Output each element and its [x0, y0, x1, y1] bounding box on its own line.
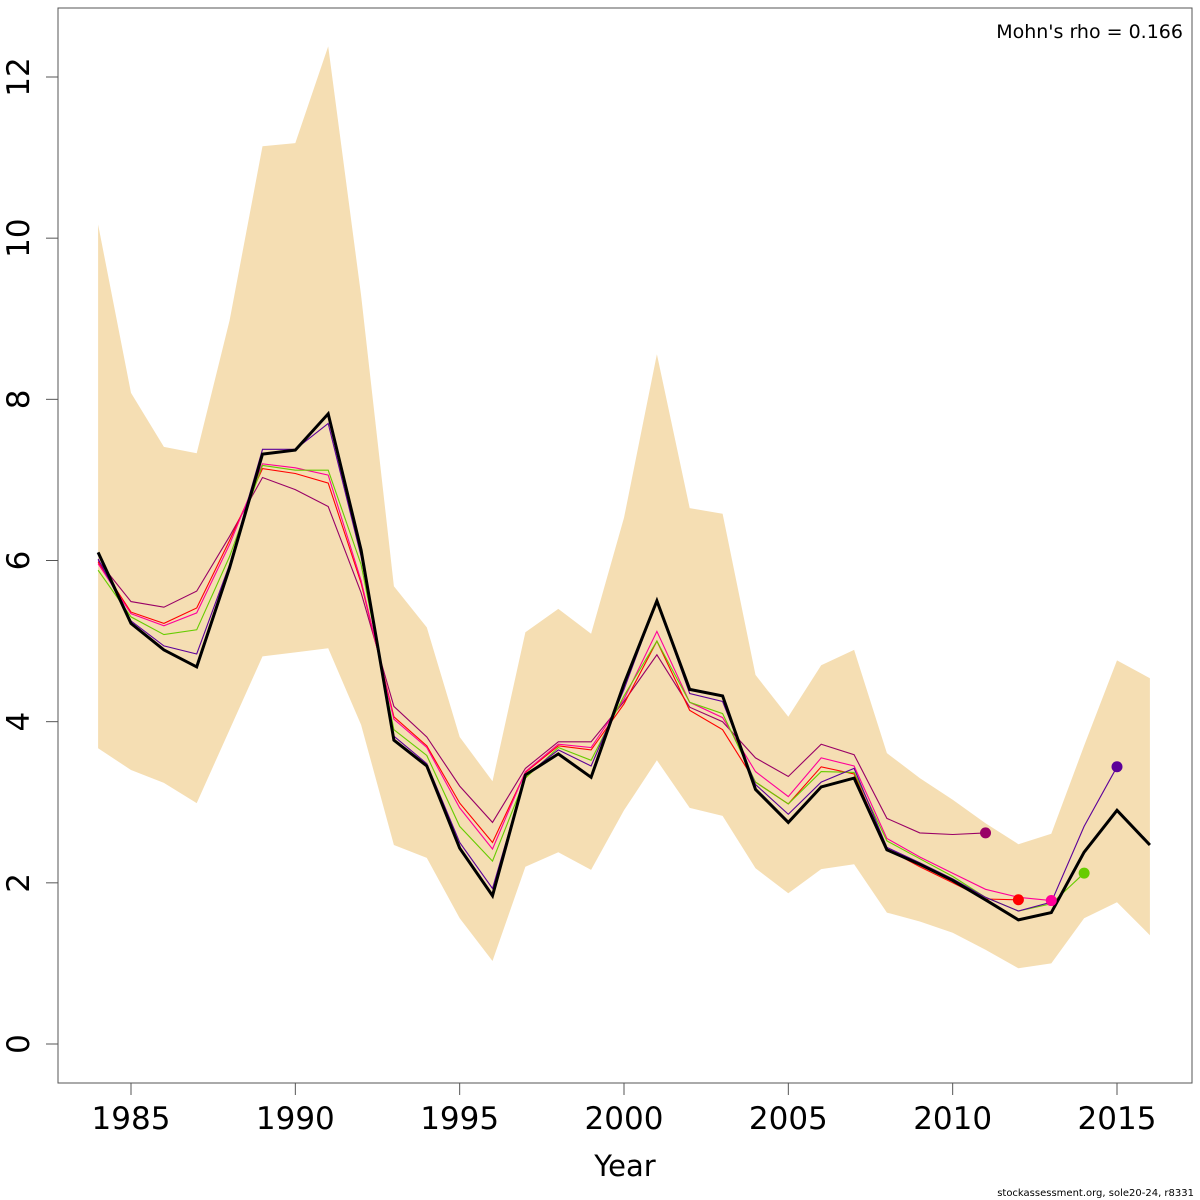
end-point-peel-2012 [1012, 894, 1024, 906]
y-tick-label: 8 [1, 389, 37, 409]
x-tick-label: 2000 [585, 1101, 664, 1137]
end-point-peel-2011 [980, 827, 992, 839]
series-line-full [96, 410, 1151, 922]
y-tick-label: 4 [1, 712, 37, 732]
y-tick-label: 10 [1, 218, 37, 257]
end-point-peel-2015 [1111, 761, 1123, 773]
series-layer [96, 410, 1151, 922]
x-tick-label: 1990 [256, 1101, 335, 1137]
x-tick-label: 2010 [913, 1101, 992, 1137]
end-point-peel-2014 [1078, 867, 1090, 879]
x-tick-label: 2005 [749, 1101, 828, 1137]
end-point-peel-2013 [1045, 895, 1057, 907]
y-axis: 0 2 4 6 8 10 12 [1, 57, 58, 1054]
x-tick-label: 2015 [1078, 1101, 1157, 1137]
x-axis: 1985 1990 1995 2000 2005 2010 2015 [92, 1083, 1157, 1137]
x-tick-label: 1985 [92, 1101, 171, 1137]
x-tick-label: 1995 [420, 1101, 499, 1137]
x-axis-title: Year [593, 1149, 655, 1183]
y-tick-label: 2 [1, 873, 37, 893]
y-tick-label: 0 [1, 1034, 37, 1054]
series-line-peel-2014 [97, 464, 1085, 912]
y-tick-label: 12 [1, 57, 37, 96]
confidence-band-layer [98, 46, 1150, 969]
mohns-rho-annotation: Mohn's rho = 0.166 [996, 21, 1183, 43]
confidence-band [98, 46, 1150, 969]
credit-text: stockassessment.org, sole20-24, r8331 [997, 1188, 1194, 1199]
plot-frame [57, 7, 1193, 1084]
y-tick-label: 6 [1, 551, 37, 571]
end-points-layer [980, 761, 1123, 907]
